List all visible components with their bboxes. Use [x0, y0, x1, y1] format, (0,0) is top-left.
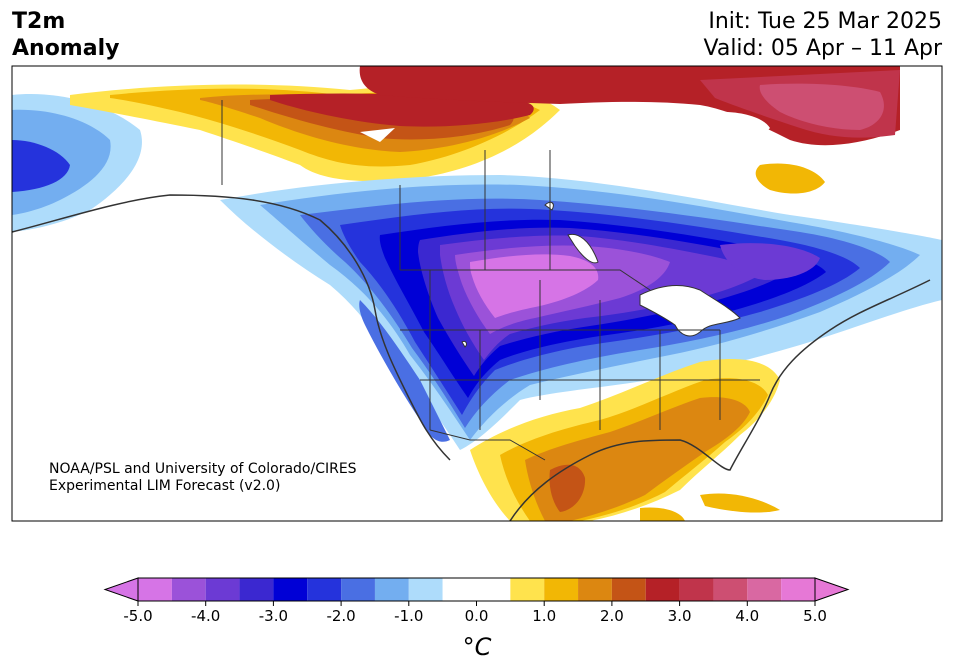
colorbar-segment [578, 578, 612, 601]
mexico-border [429, 429, 546, 461]
colorbar-segment [510, 578, 545, 601]
colorbar-segment [713, 578, 748, 601]
arctic-islands-pink [759, 83, 884, 130]
political-borders [221, 100, 760, 461]
map-title: T2m Anomaly [12, 8, 119, 62]
colorbar-segment [307, 578, 342, 601]
colorbar-segment [374, 578, 409, 601]
colorbar-segment [747, 578, 782, 601]
colorbar-tick-label: 4.0 [735, 607, 759, 625]
anomaly-label: Anomaly [12, 36, 120, 61]
credit-line-1: NOAA/PSL and University of Colorado/CIRE… [49, 461, 357, 477]
gulf-coast [509, 279, 931, 522]
variable-label: T2m [12, 9, 66, 34]
colorbar-tick-label: 0.0 [465, 607, 489, 625]
great-lakes [639, 285, 741, 337]
colorbar-tick-label: -4.0 [191, 607, 220, 625]
colorbar-tick-label: -2.0 [326, 607, 355, 625]
great-salt-lake [461, 341, 467, 348]
colorbar-segment [645, 578, 680, 601]
colorbar-unit: °C [463, 633, 492, 661]
arctic-white-patches [360, 111, 770, 146]
canada-provinces [399, 150, 551, 270]
init-date: Init: Tue 25 Mar 2025 [708, 9, 942, 34]
colorbar-tick-label: -3.0 [259, 607, 288, 625]
caribbean-warm [700, 493, 780, 513]
arctic-patch-2 [690, 111, 770, 146]
colorbar-segment [341, 578, 375, 601]
lake-winnipeg [567, 233, 599, 264]
lakes [461, 201, 741, 348]
colorbar-segment [205, 578, 240, 601]
colorbar-segment [138, 578, 172, 601]
valid-range: Valid: 05 Apr – 11 Apr [703, 36, 943, 61]
colorbar-under-extend [103, 577, 139, 602]
colorbar-segment [408, 578, 443, 601]
colorbar-segment [273, 578, 308, 601]
arctic-patch-1 [360, 128, 395, 142]
colorbar-segments [103, 577, 850, 602]
colorbar-segment [239, 578, 274, 601]
colorbar-segment [781, 578, 815, 601]
colorbar-segment [442, 578, 511, 601]
anomaly-map [11, 65, 943, 522]
map-frame [11, 65, 943, 522]
colorbar-tick-label: 1.0 [532, 607, 556, 625]
coastlines [11, 194, 931, 522]
texas-warm-rust [549, 464, 586, 512]
us-canada-border [400, 269, 651, 291]
colorbar-segment [544, 578, 579, 601]
colorbar-segment [611, 578, 646, 601]
colorbar-segment [679, 578, 714, 601]
credit-text: NOAA/PSL and University of Colorado/CIRE… [49, 461, 357, 495]
colorbar-ticks: -5.0 -4.0 -3.0 -2.0 -1.0 0.0 1.0 2.0 3.0 4.0 5.0 [123, 601, 827, 625]
colorbar-tick-label: 2.0 [600, 607, 624, 625]
labrador-warm [755, 163, 825, 194]
colorbar-tick-label: 3.0 [668, 607, 692, 625]
colorbar-tick-label: 5.0 [803, 607, 827, 625]
arctic-warm-red [270, 93, 534, 127]
colorbar-over-extend [814, 577, 850, 602]
mexico-warm [640, 507, 685, 521]
colorbar-tick-label: -5.0 [123, 607, 152, 625]
colorbar-tick-label: -1.0 [394, 607, 423, 625]
alaska-cold-inner [12, 140, 70, 192]
east-canada-violet [720, 243, 820, 280]
forecast-dates: Init: Tue 25 Mar 2025 Valid: 05 Apr – 11… [704, 8, 943, 62]
great-slave-lake [544, 201, 554, 211]
credit-line-2: Experimental LIM Forecast (v2.0) [49, 478, 281, 494]
us-states [400, 270, 760, 430]
pacific-coast [11, 194, 451, 461]
colorbar-segment [171, 578, 206, 601]
